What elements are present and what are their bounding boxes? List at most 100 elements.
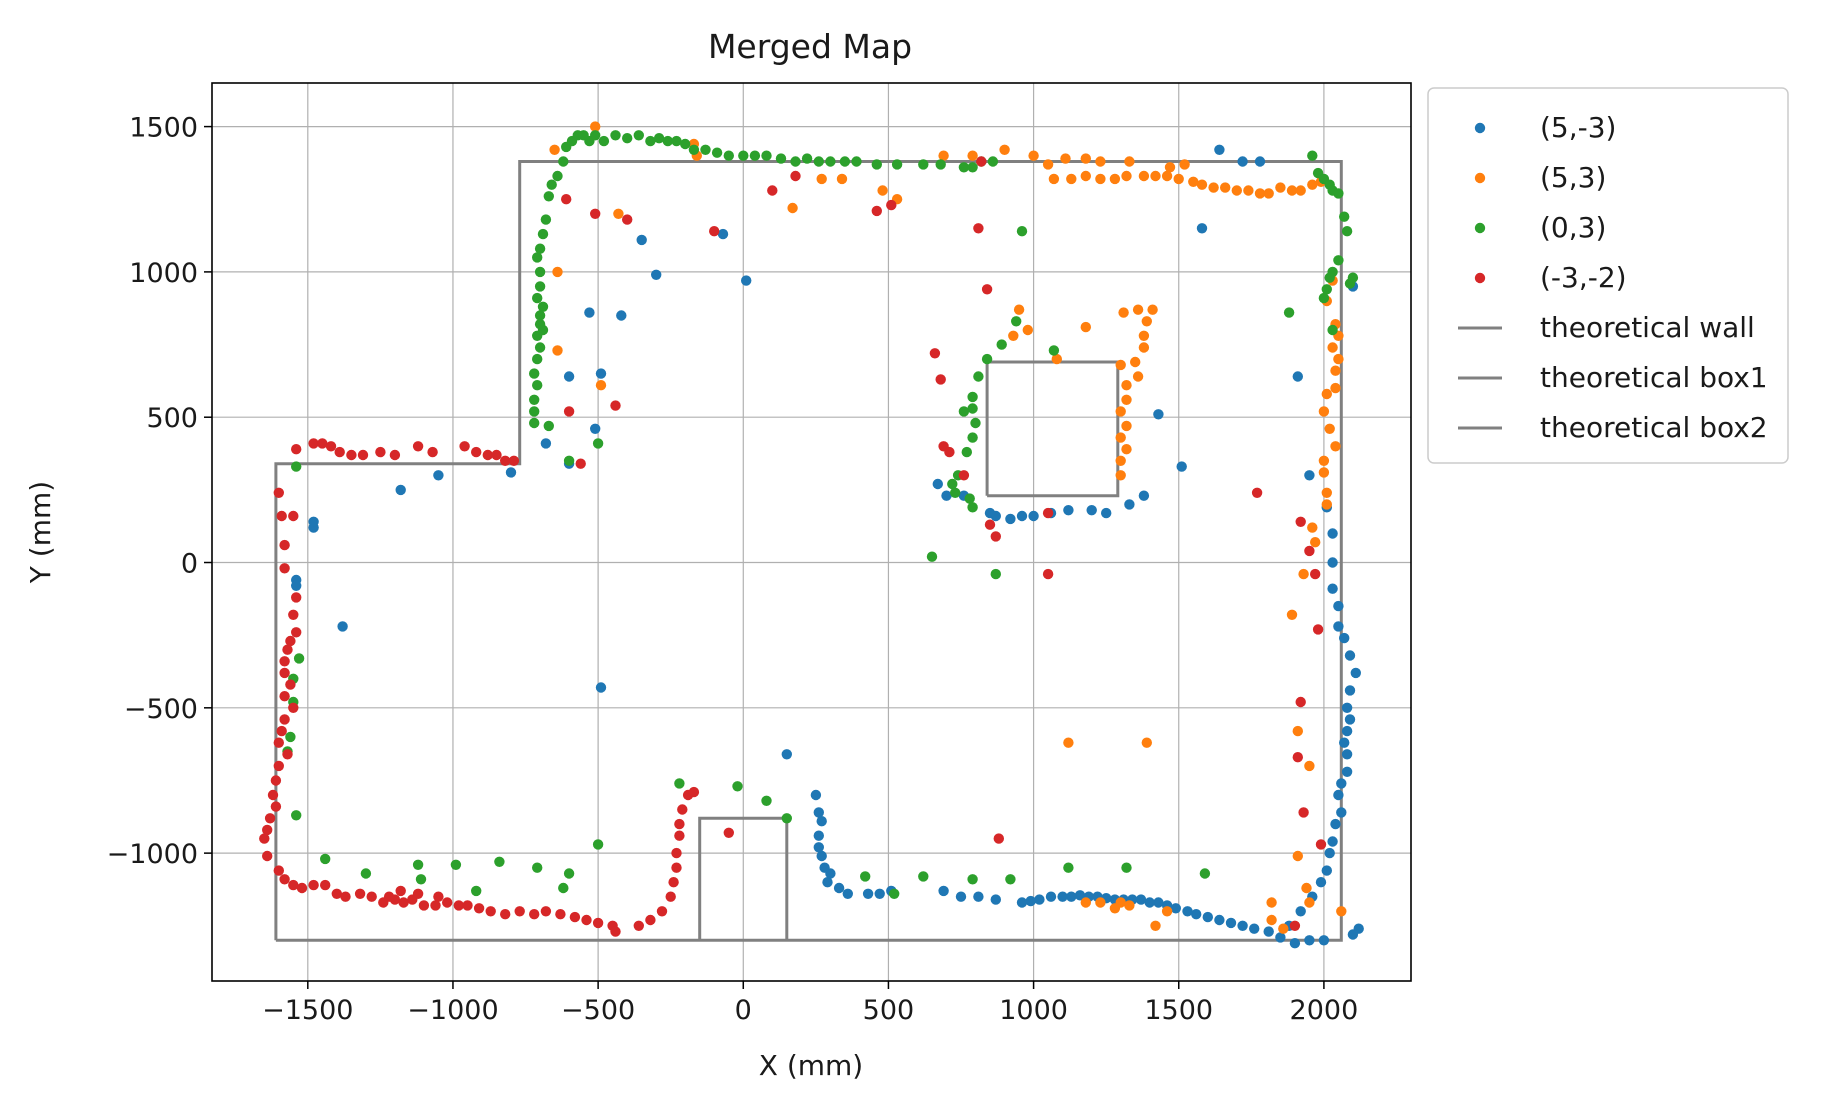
data-point bbox=[592, 917, 604, 929]
data-point bbox=[950, 487, 961, 498]
data-point bbox=[610, 926, 621, 937]
data-point bbox=[1310, 568, 1321, 580]
data-point bbox=[262, 824, 273, 836]
data-point bbox=[688, 144, 700, 155]
data-point bbox=[938, 150, 949, 161]
data-point bbox=[1016, 226, 1028, 237]
data-point bbox=[389, 449, 401, 461]
data-point bbox=[688, 786, 700, 798]
data-point bbox=[1063, 862, 1074, 873]
data-point bbox=[677, 804, 688, 815]
data-point bbox=[529, 417, 540, 429]
data-point bbox=[1307, 150, 1318, 161]
data-point bbox=[442, 897, 453, 908]
scatter-points bbox=[259, 121, 1364, 949]
data-point bbox=[1249, 923, 1260, 934]
data-point bbox=[1121, 444, 1132, 455]
data-point bbox=[1121, 862, 1132, 873]
grid-lines bbox=[212, 83, 1411, 981]
data-point bbox=[816, 850, 827, 862]
data-point bbox=[1324, 847, 1335, 859]
data-point bbox=[1278, 923, 1289, 934]
data-point bbox=[592, 438, 604, 449]
data-point bbox=[1115, 359, 1126, 371]
data-point bbox=[1237, 920, 1248, 931]
data-point bbox=[790, 156, 801, 167]
data-point bbox=[674, 818, 685, 830]
data-point bbox=[668, 877, 679, 888]
data-point bbox=[1327, 324, 1338, 336]
data-point bbox=[1263, 188, 1274, 199]
data-point bbox=[1138, 330, 1150, 341]
data-point bbox=[610, 130, 621, 141]
data-point bbox=[1347, 929, 1359, 940]
data-point bbox=[1295, 906, 1306, 917]
x-tick-label: −1500 bbox=[262, 995, 353, 1026]
data-point bbox=[680, 138, 691, 150]
data-point bbox=[540, 438, 552, 449]
data-point bbox=[270, 775, 282, 786]
data-point bbox=[1318, 467, 1330, 478]
data-point bbox=[1333, 789, 1344, 801]
data-point bbox=[563, 455, 575, 466]
data-point bbox=[1330, 818, 1341, 830]
data-point bbox=[825, 156, 836, 167]
data-point bbox=[366, 891, 377, 902]
data-point bbox=[552, 345, 563, 356]
data-point bbox=[453, 900, 464, 911]
data-point bbox=[273, 865, 284, 876]
data-point bbox=[279, 714, 290, 725]
data-point bbox=[500, 909, 511, 920]
x-tick-label: 0 bbox=[735, 995, 752, 1026]
data-point bbox=[1179, 159, 1190, 170]
legend-marker bbox=[1474, 222, 1486, 234]
data-point bbox=[674, 830, 685, 841]
data-point bbox=[1327, 836, 1338, 847]
data-point bbox=[1318, 455, 1330, 466]
data-point bbox=[375, 446, 386, 458]
data-point bbox=[534, 266, 546, 278]
data-point bbox=[270, 801, 282, 812]
data-point bbox=[590, 121, 601, 132]
data-point bbox=[427, 446, 438, 458]
data-point bbox=[288, 702, 299, 713]
data-point bbox=[529, 394, 540, 405]
x-tick-label: 1500 bbox=[1144, 995, 1213, 1026]
data-point bbox=[398, 897, 409, 908]
data-point bbox=[279, 539, 290, 551]
data-point bbox=[1289, 920, 1301, 931]
x-tick-label: 2000 bbox=[1290, 995, 1359, 1026]
data-point bbox=[1042, 507, 1054, 519]
data-point bbox=[546, 179, 557, 190]
data-point bbox=[1164, 162, 1176, 173]
data-point bbox=[636, 234, 647, 246]
data-point bbox=[1042, 568, 1054, 580]
data-point bbox=[291, 810, 302, 821]
data-point bbox=[633, 920, 644, 931]
data-point bbox=[1275, 932, 1286, 943]
data-point bbox=[671, 862, 682, 873]
data-point bbox=[412, 859, 424, 870]
data-point bbox=[279, 691, 290, 702]
data-point bbox=[262, 850, 273, 862]
data-point bbox=[1196, 223, 1208, 234]
data-point bbox=[308, 438, 319, 449]
data-point bbox=[1295, 185, 1306, 196]
data-point bbox=[552, 266, 563, 278]
data-point bbox=[874, 888, 885, 899]
data-point bbox=[1045, 891, 1057, 902]
data-point bbox=[595, 682, 607, 693]
data-point bbox=[331, 888, 342, 899]
data-point bbox=[1312, 624, 1324, 635]
data-point bbox=[613, 208, 624, 219]
data-point bbox=[291, 580, 302, 591]
data-point bbox=[741, 275, 752, 286]
data-point bbox=[1214, 914, 1225, 926]
data-point bbox=[575, 458, 586, 469]
legend-label: (0,3) bbox=[1540, 211, 1606, 244]
data-point bbox=[1339, 737, 1350, 748]
data-point bbox=[674, 778, 685, 789]
data-point bbox=[1339, 211, 1350, 222]
data-point bbox=[383, 891, 395, 902]
data-point bbox=[633, 130, 644, 141]
